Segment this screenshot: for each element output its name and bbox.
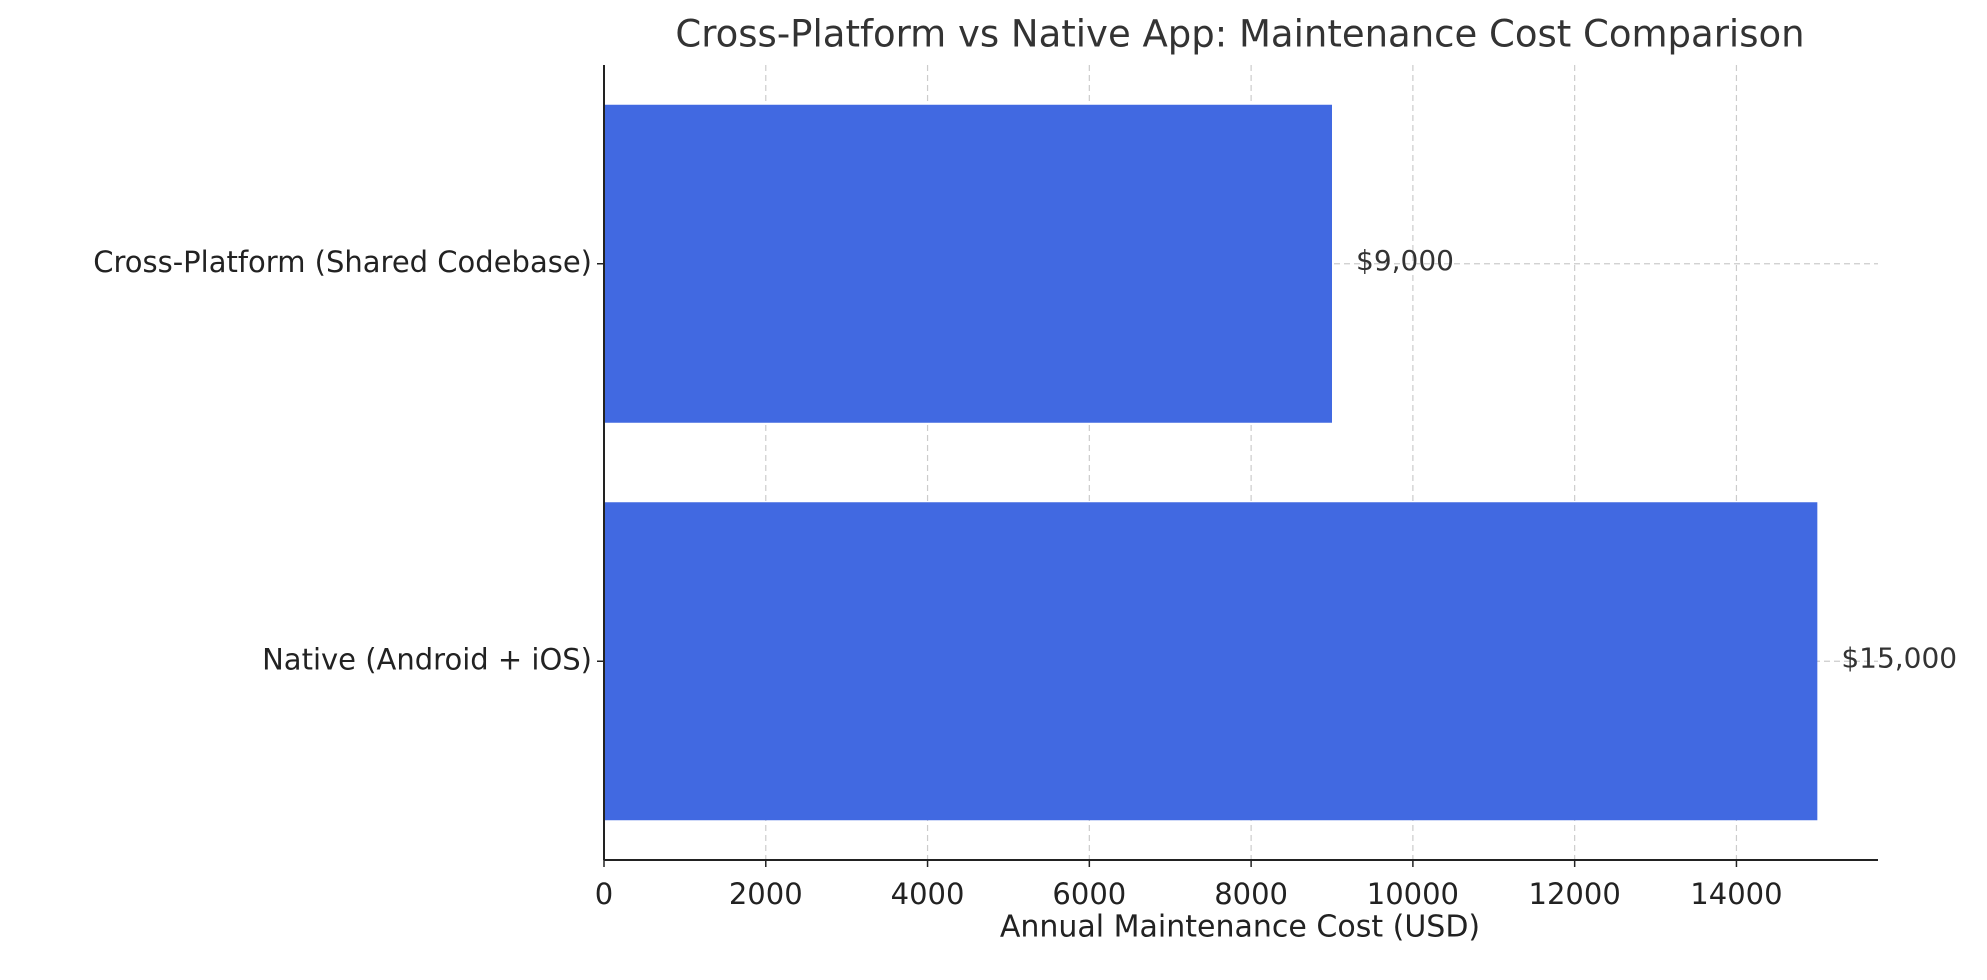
y-tick-label: Native (Android + iOS) [262, 642, 592, 676]
bar [604, 104, 1332, 423]
x-tick-label: 6000 [1052, 877, 1126, 911]
x-axis-label: Annual Maintenance Cost (USD) [1000, 910, 1480, 945]
value-label: $9,000 [1356, 244, 1454, 277]
x-tick-label: 8000 [1214, 877, 1288, 911]
chart-title: Cross-Platform vs Native App: Maintenanc… [675, 13, 1804, 56]
x-tick-label: 0 [595, 877, 613, 911]
y-tick-label: Cross-Platform (Shared Codebase) [93, 245, 592, 279]
x-tick-label: 10000 [1367, 877, 1459, 911]
x-tick-label: 2000 [729, 877, 803, 911]
bar [604, 502, 1818, 821]
value-label: $15,000 [1841, 641, 1957, 674]
x-tick-label: 4000 [891, 877, 965, 911]
x-tick-label: 12000 [1529, 877, 1621, 911]
x-tick-label: 14000 [1690, 877, 1782, 911]
